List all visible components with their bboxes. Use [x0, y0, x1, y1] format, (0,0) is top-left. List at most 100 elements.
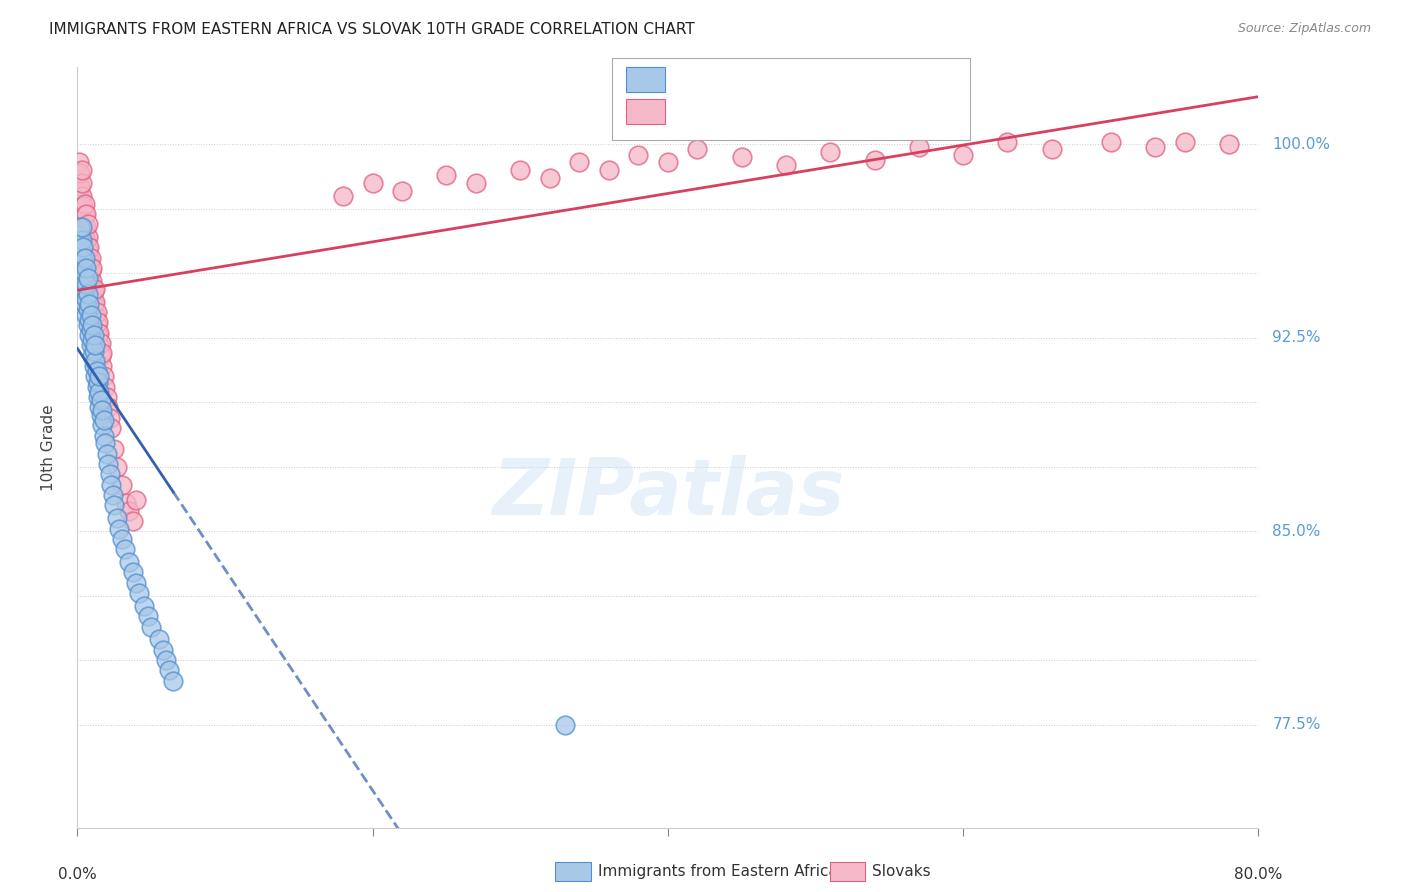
Point — [75, 261, 97, 276]
Point — [86, 305, 108, 319]
Text: 0.326: 0.326 — [718, 103, 770, 120]
Point — [82, 318, 104, 332]
Point — [73, 210, 96, 224]
Point — [464, 176, 488, 190]
Point — [69, 219, 91, 234]
Point — [67, 253, 90, 268]
Point — [87, 375, 110, 389]
Point — [91, 346, 114, 360]
Point — [75, 219, 97, 234]
Point — [70, 189, 93, 203]
Point — [100, 477, 122, 491]
Point — [69, 166, 91, 180]
Point — [67, 155, 90, 169]
Point — [70, 261, 93, 276]
Point — [111, 532, 132, 546]
Point — [69, 178, 91, 193]
Point — [90, 335, 112, 350]
Point — [775, 158, 797, 172]
Text: 85.0%: 85.0% — [1272, 524, 1320, 539]
Point — [76, 217, 98, 231]
Point — [73, 266, 96, 280]
Point — [69, 204, 91, 219]
Point — [162, 673, 184, 688]
Text: IMMIGRANTS FROM EASTERN AFRICA VS SLOVAK 10TH GRADE CORRELATION CHART: IMMIGRANTS FROM EASTERN AFRICA VS SLOVAK… — [49, 22, 695, 37]
Point — [76, 256, 98, 270]
Point — [72, 271, 94, 285]
Point — [997, 135, 1019, 149]
Point — [90, 392, 112, 407]
Point — [89, 384, 111, 399]
Point — [115, 496, 138, 510]
Point — [509, 163, 531, 178]
Point — [627, 147, 650, 161]
Point — [67, 227, 90, 242]
Point — [731, 150, 754, 164]
Point — [1144, 140, 1167, 154]
Point — [77, 253, 100, 268]
Point — [1099, 135, 1122, 149]
Text: ZIPatlas: ZIPatlas — [492, 455, 844, 531]
Point — [83, 297, 105, 311]
Point — [73, 235, 96, 250]
Point — [90, 408, 112, 422]
Point — [148, 632, 170, 647]
Point — [105, 459, 128, 474]
Text: R =: R = — [679, 70, 716, 88]
Point — [157, 664, 180, 678]
Point — [70, 202, 93, 216]
Point — [75, 277, 97, 291]
Point — [69, 235, 91, 250]
Point — [77, 266, 100, 280]
Point — [1218, 137, 1240, 152]
Point — [686, 143, 709, 157]
Point — [77, 297, 100, 311]
Point — [79, 263, 101, 277]
Point — [79, 277, 101, 291]
Point — [908, 140, 931, 154]
Point — [87, 390, 110, 404]
Text: N =: N = — [785, 70, 821, 88]
Point — [79, 308, 101, 322]
Point — [125, 493, 148, 508]
Point — [820, 145, 842, 159]
Point — [89, 326, 111, 340]
Point — [76, 230, 98, 244]
Point — [132, 599, 155, 613]
Point — [77, 312, 100, 326]
Point — [76, 302, 98, 317]
Point — [100, 421, 122, 435]
Point — [73, 196, 96, 211]
Point — [361, 176, 384, 190]
Point — [98, 467, 121, 482]
Point — [73, 282, 96, 296]
Point — [568, 155, 591, 169]
Text: 0.0%: 0.0% — [58, 867, 97, 881]
Text: 89: 89 — [824, 103, 846, 120]
Point — [70, 219, 93, 234]
Point — [70, 279, 93, 293]
Point — [73, 297, 96, 311]
Point — [118, 555, 141, 569]
Point — [1174, 135, 1197, 149]
Point — [82, 261, 104, 276]
Point — [101, 488, 124, 502]
Point — [75, 207, 97, 221]
Point — [83, 285, 105, 299]
Point — [97, 457, 120, 471]
Point — [77, 240, 100, 254]
Point — [863, 153, 886, 167]
Point — [82, 274, 104, 288]
Text: 100.0%: 100.0% — [1272, 136, 1330, 152]
Point — [70, 214, 93, 228]
Point — [77, 328, 100, 343]
Text: N =: N = — [785, 103, 821, 120]
Point — [72, 253, 94, 268]
Point — [1040, 143, 1063, 157]
Point — [93, 369, 115, 384]
Point — [89, 401, 111, 415]
Point — [538, 170, 561, 185]
Point — [89, 369, 111, 384]
Point — [107, 522, 129, 536]
Text: 92.5%: 92.5% — [1272, 330, 1320, 345]
